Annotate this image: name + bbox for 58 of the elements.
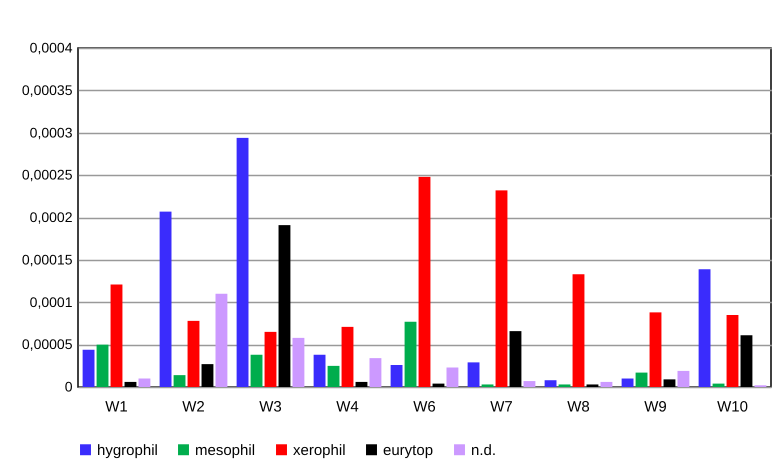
bar bbox=[82, 350, 94, 387]
x-tick-label: W2 bbox=[182, 398, 205, 416]
x-tick-label: W9 bbox=[644, 398, 667, 416]
bar bbox=[264, 332, 276, 387]
y-tick-label: 0,0002 bbox=[30, 209, 73, 225]
bar bbox=[496, 190, 508, 387]
bar bbox=[698, 269, 710, 387]
bar bbox=[314, 354, 326, 387]
bar bbox=[650, 312, 662, 387]
y-tick-label: 0,0001 bbox=[30, 294, 73, 310]
bar bbox=[216, 294, 228, 387]
bar bbox=[96, 344, 108, 387]
bar bbox=[636, 372, 648, 387]
bar bbox=[712, 384, 724, 387]
y-tick-label: 0,0003 bbox=[30, 124, 73, 140]
bar bbox=[678, 370, 690, 387]
bar bbox=[160, 212, 172, 387]
bar bbox=[188, 320, 200, 387]
y-tick-label: 0,00005 bbox=[22, 336, 73, 352]
bar bbox=[342, 326, 354, 387]
x-tick-label: W8 bbox=[567, 398, 590, 416]
bar bbox=[110, 284, 122, 387]
y-tick-label: 0,00025 bbox=[22, 166, 73, 183]
y-tick-label: 0,00035 bbox=[22, 82, 73, 98]
bar bbox=[558, 384, 570, 387]
bar bbox=[418, 176, 430, 387]
bar bbox=[292, 338, 304, 387]
bar bbox=[572, 274, 584, 387]
bar bbox=[600, 382, 612, 387]
y-tick-label: 0,0004 bbox=[30, 40, 73, 56]
bar bbox=[482, 384, 494, 387]
bar bbox=[726, 314, 738, 387]
x-tick-label: W4 bbox=[336, 398, 359, 416]
bar bbox=[138, 378, 150, 387]
bar bbox=[622, 378, 634, 387]
bar bbox=[250, 354, 262, 387]
legend-label: n.d. bbox=[471, 442, 496, 459]
bar bbox=[446, 368, 458, 387]
bar bbox=[370, 358, 382, 387]
x-tick-label: W3 bbox=[259, 398, 282, 416]
bar bbox=[524, 381, 536, 387]
bar bbox=[544, 380, 556, 387]
x-tick-label: W7 bbox=[490, 398, 513, 416]
legend-label: mesophil bbox=[195, 442, 256, 459]
bar bbox=[404, 322, 416, 387]
x-tick-label: W10 bbox=[717, 398, 748, 416]
bar bbox=[174, 375, 186, 387]
bar bbox=[328, 366, 340, 387]
legend-label: eurytop bbox=[383, 442, 434, 459]
x-tick-label: W6 bbox=[413, 398, 436, 416]
legend-label: hygrophil bbox=[97, 442, 158, 459]
bar bbox=[468, 362, 480, 387]
y-tick-label: 0 bbox=[64, 378, 73, 394]
bar bbox=[236, 138, 248, 387]
x-tick-label: W1 bbox=[105, 398, 128, 416]
bar bbox=[390, 364, 402, 387]
legend-label: xerophil bbox=[293, 442, 346, 459]
y-tick-label: 0,00015 bbox=[22, 251, 73, 268]
